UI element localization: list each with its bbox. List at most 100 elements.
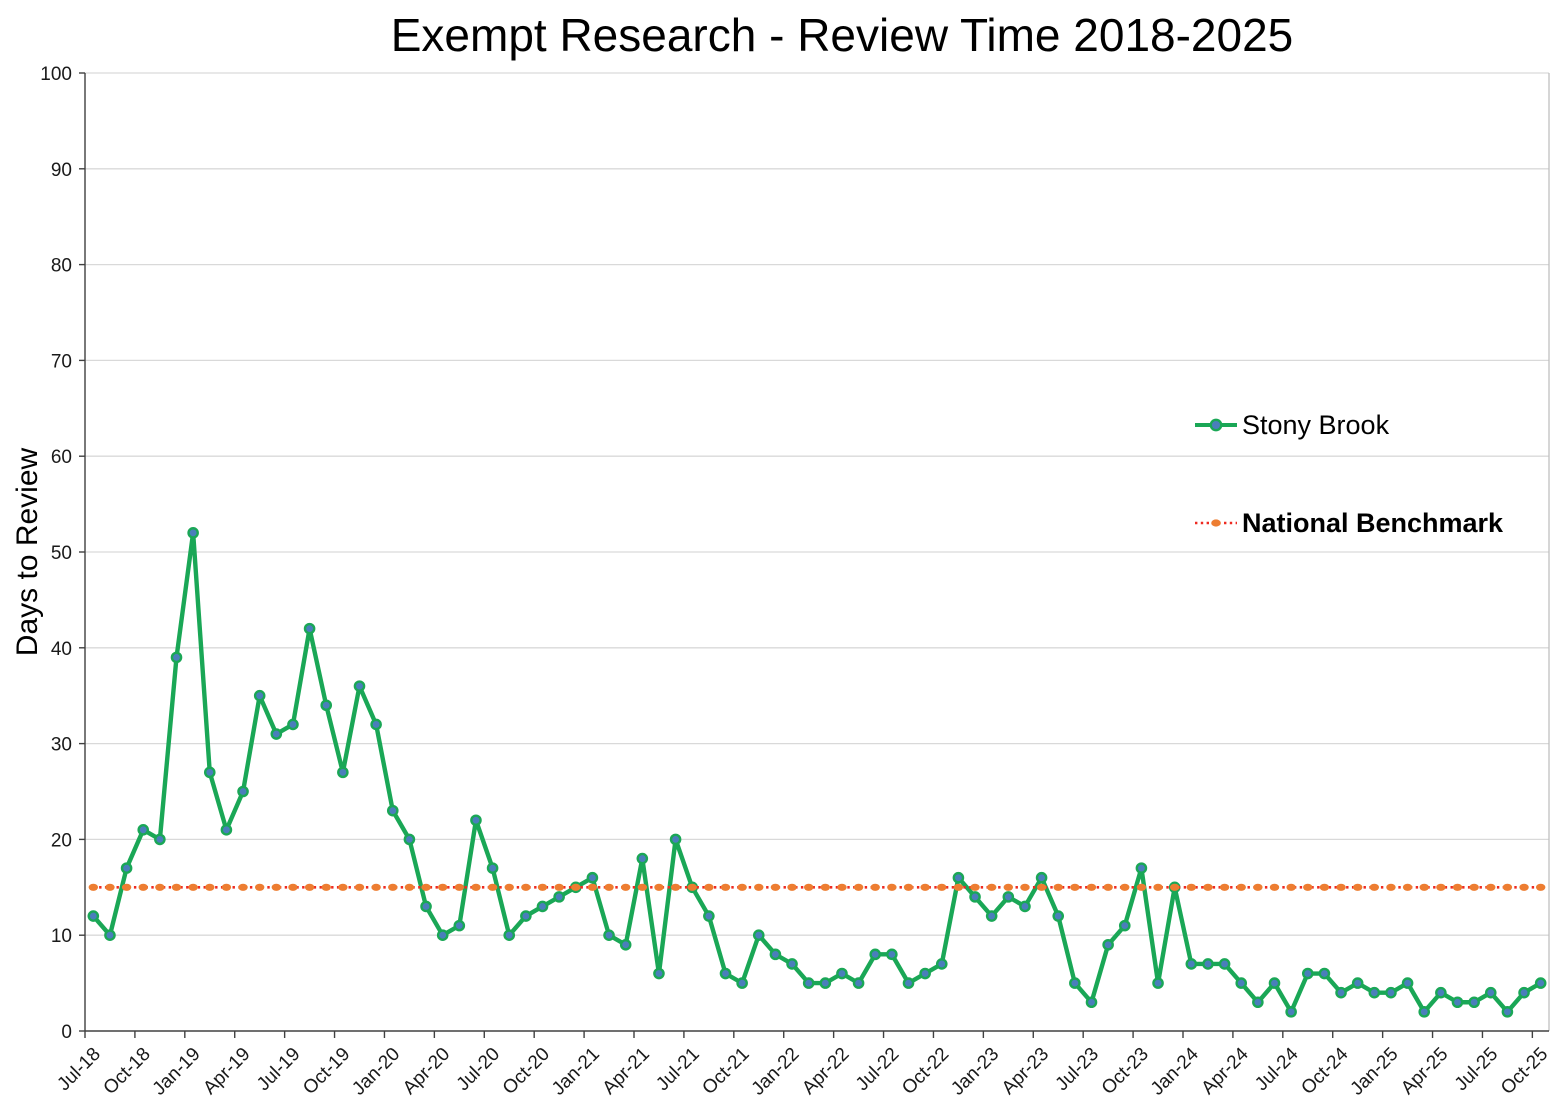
stony-brook-point <box>786 958 798 970</box>
national-benchmark-point <box>88 883 99 891</box>
national-benchmark-point <box>670 883 681 891</box>
stony-brook-point <box>769 948 782 961</box>
stony-brook-point <box>1484 986 1497 999</box>
legend-label-national-benchmark: National Benchmark <box>1242 507 1504 538</box>
y-axis-tick-label: 70 <box>51 351 72 372</box>
stony-brook-point <box>370 718 382 731</box>
stony-brook-point <box>935 958 948 970</box>
national-benchmark-point <box>1219 883 1230 891</box>
x-axis-tick-label: Oct-20 <box>499 1044 554 1099</box>
national-benchmark-point <box>704 883 714 891</box>
national-benchmark-point <box>937 883 947 891</box>
stony-brook-point <box>1002 891 1015 903</box>
stony-brook-point <box>752 929 765 942</box>
national-benchmark-point <box>1153 883 1163 891</box>
national-benchmark-point <box>254 883 265 891</box>
stony-brook-point <box>403 833 416 846</box>
national-benchmark-point <box>1203 883 1213 891</box>
national-benchmark-point <box>205 883 215 891</box>
x-axis-tick-label: Jul-21 <box>652 1044 703 1095</box>
x-axis-tick-label: Jan-19 <box>149 1044 205 1100</box>
y-axis-tick-label: 40 <box>51 639 72 660</box>
national-benchmark-point <box>1003 883 1014 891</box>
national-benchmark-point <box>1053 883 1063 891</box>
stony-brook-point <box>1268 977 1281 989</box>
stony-brook-point <box>1501 1006 1514 1018</box>
national-benchmark-point <box>238 883 248 891</box>
national-benchmark-point <box>1386 883 1396 891</box>
national-benchmark-point <box>1136 883 1147 891</box>
national-benchmark-legend-marker-icon <box>1195 519 1237 527</box>
national-benchmark-point <box>537 883 548 891</box>
national-benchmark-point <box>1436 883 1446 891</box>
x-axis-tick-label: Oct-23 <box>1098 1044 1153 1099</box>
national-benchmark-point <box>1336 883 1346 891</box>
stony-brook-point <box>802 977 815 989</box>
stony-brook-point <box>486 862 499 874</box>
stony-brook-point <box>353 680 366 692</box>
x-axis-tick-label: Oct-21 <box>698 1044 753 1099</box>
x-axis-tick-label: Apr-24 <box>1198 1043 1253 1098</box>
national-benchmark-point <box>1036 883 1047 891</box>
national-benchmark-point <box>437 883 448 891</box>
national-benchmark-point <box>720 883 731 891</box>
national-benchmark-point <box>1486 883 1496 891</box>
national-benchmark-point <box>1352 883 1363 891</box>
national-benchmark-point <box>604 883 614 891</box>
stony-brook-point <box>503 929 516 942</box>
x-axis-tick-label: Jan-21 <box>548 1044 604 1100</box>
stony-brook-point <box>453 919 466 932</box>
national-benchmark-point <box>887 883 897 891</box>
stony-brook-legend-marker-icon <box>1195 418 1237 432</box>
x-axis-tick-label: Oct-24 <box>1297 1043 1352 1098</box>
national-benchmark-point <box>1535 883 1546 891</box>
national-benchmark-point <box>953 883 964 891</box>
stony-brook-point <box>1385 986 1397 999</box>
x-axis-tick-label: Apr-22 <box>798 1044 853 1099</box>
stony-brook-point <box>636 852 649 865</box>
stony-brook-point <box>1318 967 1331 980</box>
national-benchmark-point <box>1169 883 1180 891</box>
stony-brook-point <box>104 929 116 942</box>
national-benchmark-point <box>620 883 631 891</box>
stony-brook-point <box>1235 977 1248 989</box>
stony-brook-point <box>553 891 565 903</box>
stony-brook-point <box>287 718 299 731</box>
stony-brook-point <box>1435 986 1447 999</box>
stony-brook-point <box>1418 1006 1431 1018</box>
national-benchmark-point <box>171 883 182 891</box>
stony-brook-point <box>520 910 532 922</box>
stony-brook-point <box>819 977 832 989</box>
national-benchmark-point <box>321 883 331 891</box>
national-benchmark-point <box>737 883 747 891</box>
stony-brook-point <box>1351 977 1364 989</box>
y-axis-tick-label: 90 <box>51 160 72 181</box>
national-benchmark-point <box>820 883 831 891</box>
legend-label-stony-brook: Stony Brook <box>1242 409 1390 440</box>
national-benchmark-point <box>1419 883 1429 891</box>
x-axis-tick-label: Oct-22 <box>898 1044 953 1099</box>
stony-brook-point <box>420 900 432 913</box>
stony-brook-point <box>120 862 133 874</box>
stony-brook-point <box>1401 977 1414 989</box>
stony-brook-point <box>1035 871 1048 884</box>
stony-brook-point <box>1534 977 1547 989</box>
stony-brook-point <box>337 766 349 779</box>
national-benchmark-point <box>1452 883 1463 891</box>
y-axis-tick-label: 100 <box>40 64 72 85</box>
national-benchmark-point <box>388 883 398 891</box>
national-benchmark-point <box>970 883 980 891</box>
national-benchmark-point <box>155 883 165 891</box>
stony-brook-point <box>253 689 266 702</box>
stony-brook-point <box>1468 996 1480 1009</box>
stony-brook-point <box>1335 986 1347 999</box>
stony-brook-point <box>87 910 100 922</box>
national-benchmark-point <box>354 883 365 891</box>
stony-brook-point <box>653 967 665 980</box>
national-benchmark-point <box>338 883 348 891</box>
x-axis-tick-label: Apr-25 <box>1397 1044 1452 1099</box>
x-axis-tick-label: Jul-19 <box>253 1044 304 1095</box>
national-benchmark-point <box>1319 883 1330 891</box>
stony-brook-point <box>1069 977 1081 989</box>
